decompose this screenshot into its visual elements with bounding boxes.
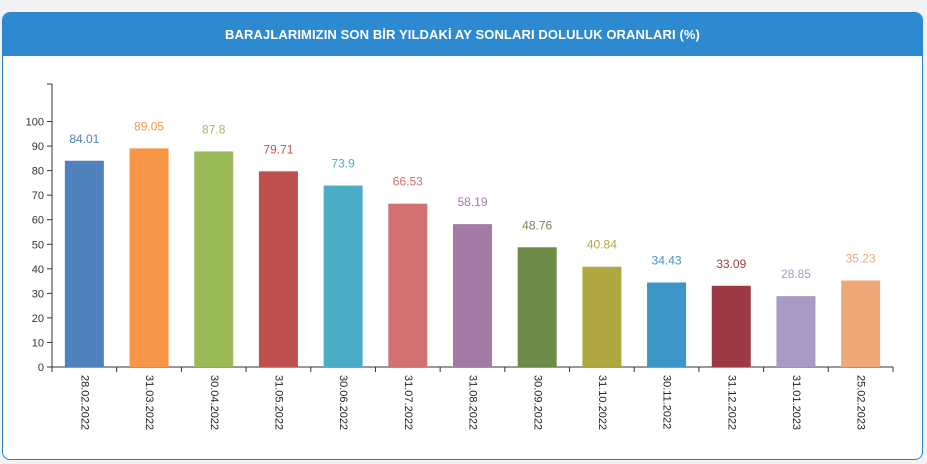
- y-tick-label: 20: [32, 313, 44, 325]
- bar[interactable]: [711, 285, 751, 367]
- x-tick-label: 31.07.2022: [402, 375, 414, 430]
- y-tick-label: 100: [26, 117, 44, 129]
- x-tick-label: 28.02.2022: [78, 375, 90, 430]
- y-tick-label: 90: [32, 141, 44, 153]
- value-labels: 84.01 89.05 87.8 79.71 73.9 66.53 58.19 48.76 40…: [69, 119, 876, 281]
- value-label: 40.84: [587, 238, 617, 252]
- bar[interactable]: [194, 151, 234, 367]
- y-tick-label: 10: [32, 337, 44, 349]
- value-label: 28.85: [781, 267, 811, 281]
- value-label: 79.71: [263, 142, 293, 156]
- y-tick-label: 70: [32, 190, 44, 202]
- y-tick-label: 0: [38, 362, 44, 374]
- bar[interactable]: [129, 148, 169, 367]
- bars: [64, 148, 881, 367]
- x-tick-label: 30.09.2022: [531, 375, 543, 430]
- chart-card: BARAJLARIMIZIN SON BİR YILDAKİ AY SONLAR…: [2, 12, 923, 460]
- value-label: 48.76: [522, 218, 552, 232]
- y-tick-label: 50: [32, 239, 44, 251]
- value-label: 84.01: [69, 132, 99, 146]
- x-tick-label: 31.01.2023: [790, 375, 802, 430]
- bar[interactable]: [388, 203, 428, 367]
- bar[interactable]: [323, 185, 363, 367]
- bar[interactable]: [453, 224, 492, 367]
- x-axis: 28.02.2022 31.03.2022 30.04.2022 31.05.2022…: [51, 366, 894, 430]
- bar[interactable]: [517, 247, 557, 367]
- bar[interactable]: [647, 282, 687, 367]
- x-tick-label: 30.04.2022: [208, 375, 220, 430]
- bar[interactable]: [582, 266, 622, 367]
- bar[interactable]: [776, 296, 816, 367]
- value-label: 58.19: [457, 195, 487, 209]
- bar[interactable]: [841, 280, 881, 367]
- x-tick-label: 30.06.2022: [337, 375, 349, 430]
- value-label: 73.9: [331, 157, 355, 171]
- value-label: 34.43: [652, 253, 682, 267]
- y-tick-label: 40: [32, 264, 44, 276]
- x-tick-label: 25.02.2023: [855, 375, 867, 430]
- value-label: 89.05: [134, 119, 164, 133]
- y-tick-label: 60: [32, 215, 44, 227]
- value-label: 35.23: [846, 252, 876, 266]
- value-label: 33.09: [716, 257, 746, 271]
- x-tick-label: 31.08.2022: [467, 375, 479, 430]
- y-axis: 0 10 20 30 40 50 60 70 80 90 100: [26, 83, 53, 374]
- y-tick-label: 30: [32, 288, 44, 300]
- value-label: 66.53: [393, 175, 423, 189]
- chart-title: BARAJLARIMIZIN SON BİR YILDAKİ AY SONLAR…: [3, 13, 922, 56]
- bar[interactable]: [64, 160, 104, 367]
- x-tick-label: 31.05.2022: [273, 375, 285, 430]
- bar-chart: 0 10 20 30 40 50 60 70 80 90 100 28.02.2022 31.03.2…: [26, 83, 894, 430]
- x-tick-label: 31.12.2022: [725, 375, 737, 430]
- x-tick-label: 30.11.2022: [661, 375, 673, 429]
- y-tick-label: 80: [32, 166, 44, 178]
- bar[interactable]: [258, 171, 298, 367]
- x-tick-label: 31.03.2022: [143, 375, 155, 430]
- value-label: 87.8: [202, 122, 226, 136]
- x-tick-label: 31.10.2022: [596, 375, 608, 430]
